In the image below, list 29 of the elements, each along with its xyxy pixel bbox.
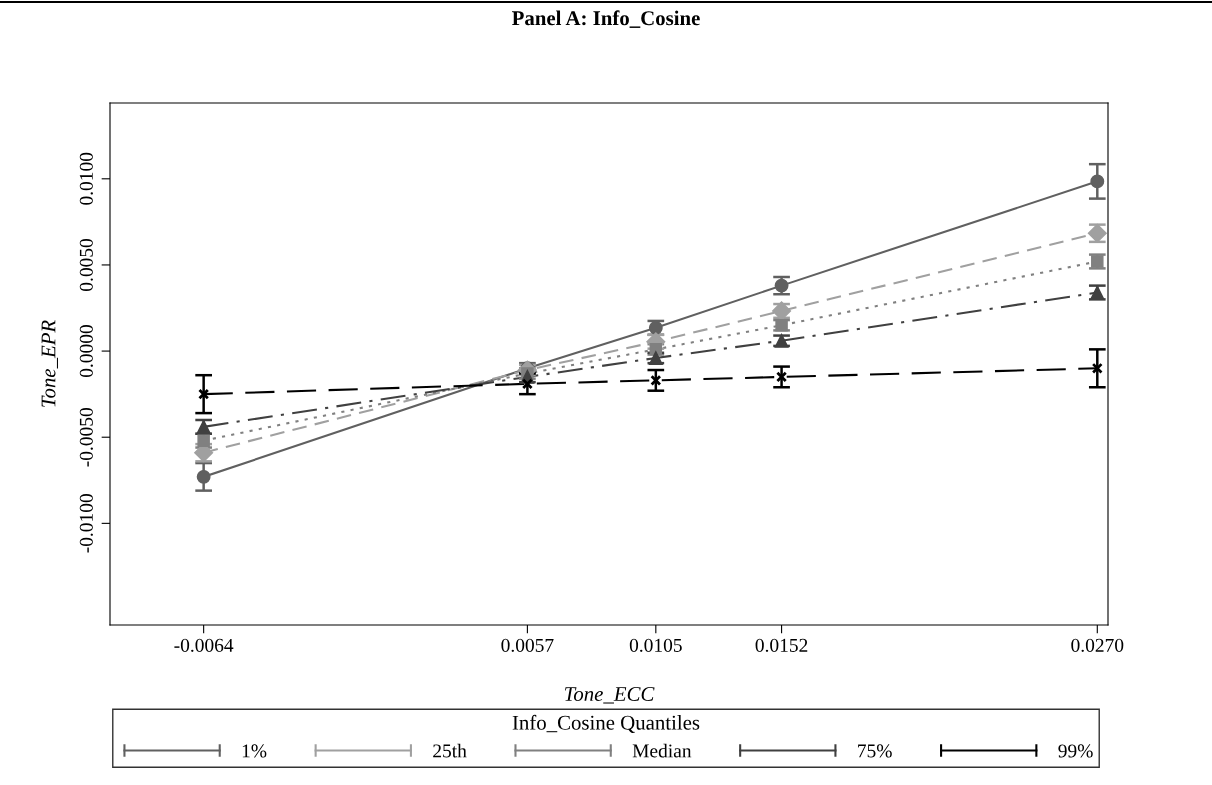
point	[196, 469, 211, 484]
legend-label: 1%	[242, 744, 267, 758]
y-tick-label: -0.0100	[79, 494, 93, 553]
x-axis-title: Tone_ECC	[565, 687, 655, 704]
point	[775, 318, 788, 332]
chart-title: Panel A: Info_Cosine	[512, 10, 700, 28]
x-tick-label: 0.0105	[629, 638, 682, 652]
point	[1090, 174, 1105, 189]
y-tick-label: 0.0100	[79, 152, 93, 205]
x-tick-label: 0.0270	[1071, 638, 1124, 652]
legend-label: Median	[632, 743, 692, 758]
point	[776, 371, 788, 383]
point	[1091, 362, 1103, 374]
y-tick-label: -0.0050	[79, 407, 93, 467]
point	[197, 434, 210, 447]
y-tick-label: 0.0000	[79, 325, 93, 378]
point	[1091, 255, 1104, 268]
point	[650, 374, 662, 386]
legend-label: 25th	[433, 743, 467, 758]
legend-label: 99%	[1058, 744, 1093, 758]
legend-label: 75%	[858, 744, 892, 758]
x-tick-label: 0.0152	[755, 638, 808, 652]
y-axis-title: Tone_EPR	[41, 320, 58, 407]
y-tick-label: 0.0050	[79, 238, 93, 291]
legend-title: Info_Cosine Quantiles	[512, 714, 700, 733]
x-tick-label: 0.0057	[501, 638, 554, 652]
x-tick-label: -0.0064	[174, 638, 234, 652]
point	[521, 378, 533, 390]
point	[198, 388, 210, 400]
